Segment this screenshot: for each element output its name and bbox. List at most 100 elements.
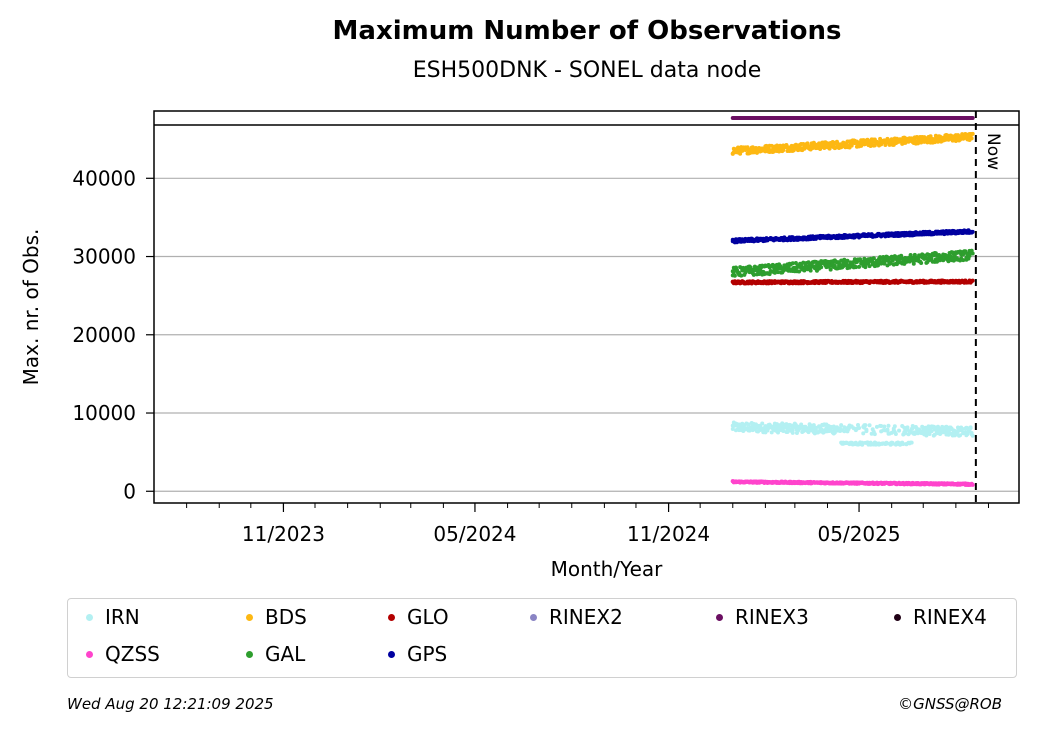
series-glo bbox=[730, 278, 975, 286]
legend-marker bbox=[716, 613, 723, 621]
data-point bbox=[797, 269, 802, 274]
legend-item-gps: GPS bbox=[388, 642, 447, 666]
data-point bbox=[863, 257, 868, 262]
data-point bbox=[886, 423, 891, 428]
data-point bbox=[908, 430, 913, 435]
data-point bbox=[808, 268, 813, 273]
data-point bbox=[871, 256, 876, 261]
legend-label: RINEX2 bbox=[549, 605, 623, 629]
data-point bbox=[958, 433, 963, 438]
data-point bbox=[817, 141, 822, 146]
data-point bbox=[793, 260, 798, 265]
data-point bbox=[738, 151, 743, 156]
x-axis-label: Month/Year bbox=[551, 557, 664, 581]
y-tick-label-3: 30000 bbox=[72, 245, 136, 269]
legend-marker bbox=[388, 650, 395, 658]
data-point bbox=[910, 426, 915, 431]
legend-label: RINEX4 bbox=[913, 605, 987, 629]
data-point bbox=[855, 422, 860, 427]
plot-frame bbox=[153, 110, 1020, 504]
legend-item-glo: GLO bbox=[388, 605, 449, 629]
y-tick-label-4: 40000 bbox=[72, 166, 136, 190]
data-point bbox=[863, 265, 868, 270]
data-point bbox=[960, 426, 965, 431]
legend-item-rinex2: RINEX2 bbox=[530, 605, 623, 629]
series-bds bbox=[730, 131, 975, 156]
data-point bbox=[853, 265, 858, 270]
series-qzss bbox=[730, 479, 975, 487]
data-point bbox=[861, 431, 866, 436]
data-point bbox=[905, 425, 910, 430]
legend-marker bbox=[246, 650, 253, 658]
data-point bbox=[863, 423, 868, 428]
data-point bbox=[903, 431, 908, 436]
data-point bbox=[845, 258, 850, 263]
legend-item-bds: BDS bbox=[246, 605, 307, 629]
legend-marker bbox=[246, 613, 253, 621]
data-point bbox=[806, 430, 811, 435]
data-point bbox=[961, 258, 966, 263]
legend-item-rinex3: RINEX3 bbox=[716, 605, 809, 629]
data-point bbox=[879, 424, 884, 429]
data-point bbox=[967, 253, 972, 258]
data-point bbox=[790, 427, 795, 432]
data-point bbox=[760, 421, 765, 426]
legend-item-irn: IRN bbox=[86, 605, 140, 629]
data-point bbox=[968, 426, 973, 431]
data-point bbox=[884, 441, 889, 446]
data-point bbox=[969, 136, 974, 141]
footer-credit: ©GNSS@ROB bbox=[898, 695, 1002, 713]
data-point bbox=[781, 429, 786, 433]
data-point bbox=[751, 272, 756, 277]
data-point bbox=[860, 442, 865, 447]
data-point bbox=[839, 423, 844, 428]
legend-label: GPS bbox=[407, 642, 448, 666]
legend-item-qzss: QZSS bbox=[86, 642, 160, 666]
data-point bbox=[915, 141, 920, 146]
data-point bbox=[842, 429, 847, 434]
x-tick-label-0: 11/2023 bbox=[242, 522, 325, 546]
data-point bbox=[970, 131, 975, 136]
data-point bbox=[872, 432, 877, 437]
data-point bbox=[888, 261, 893, 266]
data-point bbox=[911, 261, 916, 266]
legend-marker bbox=[388, 613, 395, 621]
chart-subtitle: ESH500DNK - SONEL data node bbox=[412, 58, 762, 83]
data-point bbox=[822, 145, 827, 150]
footer-timestamp: Wed Aug 20 12:21:09 2025 bbox=[67, 695, 274, 713]
data-point bbox=[970, 229, 975, 234]
data-point bbox=[929, 429, 934, 434]
data-point bbox=[788, 423, 793, 428]
data-point bbox=[909, 136, 914, 141]
data-point bbox=[970, 482, 975, 487]
data-point bbox=[776, 270, 781, 275]
legend-label: RINEX3 bbox=[735, 605, 809, 629]
data-point bbox=[781, 268, 786, 273]
legend: IRN BDS GLO RINEX2 RINEX3 RINEX4 QZSS GAL GPS bbox=[67, 598, 1017, 678]
data-point bbox=[970, 278, 975, 283]
data-point bbox=[776, 430, 781, 435]
data-point bbox=[909, 440, 914, 445]
data-point bbox=[731, 270, 736, 275]
series-rinex3 bbox=[730, 116, 975, 120]
series-irn bbox=[730, 420, 975, 447]
data-point bbox=[828, 267, 833, 272]
data-point bbox=[739, 273, 744, 278]
data-point bbox=[970, 251, 975, 256]
data-point bbox=[763, 149, 768, 154]
x-tick-label-1: 05/2024 bbox=[433, 522, 516, 546]
now-label: Now bbox=[983, 133, 1003, 170]
series-gal bbox=[730, 248, 975, 278]
legend-marker bbox=[86, 613, 93, 621]
data-point bbox=[827, 146, 832, 151]
data-point bbox=[890, 441, 895, 446]
data-point bbox=[867, 264, 872, 269]
data-point bbox=[732, 273, 737, 278]
data-point bbox=[901, 441, 906, 446]
legend-label: QZSS bbox=[105, 642, 160, 666]
data-point bbox=[928, 134, 933, 139]
data-point bbox=[867, 423, 872, 428]
data-point bbox=[790, 430, 795, 435]
data-point bbox=[864, 427, 869, 432]
